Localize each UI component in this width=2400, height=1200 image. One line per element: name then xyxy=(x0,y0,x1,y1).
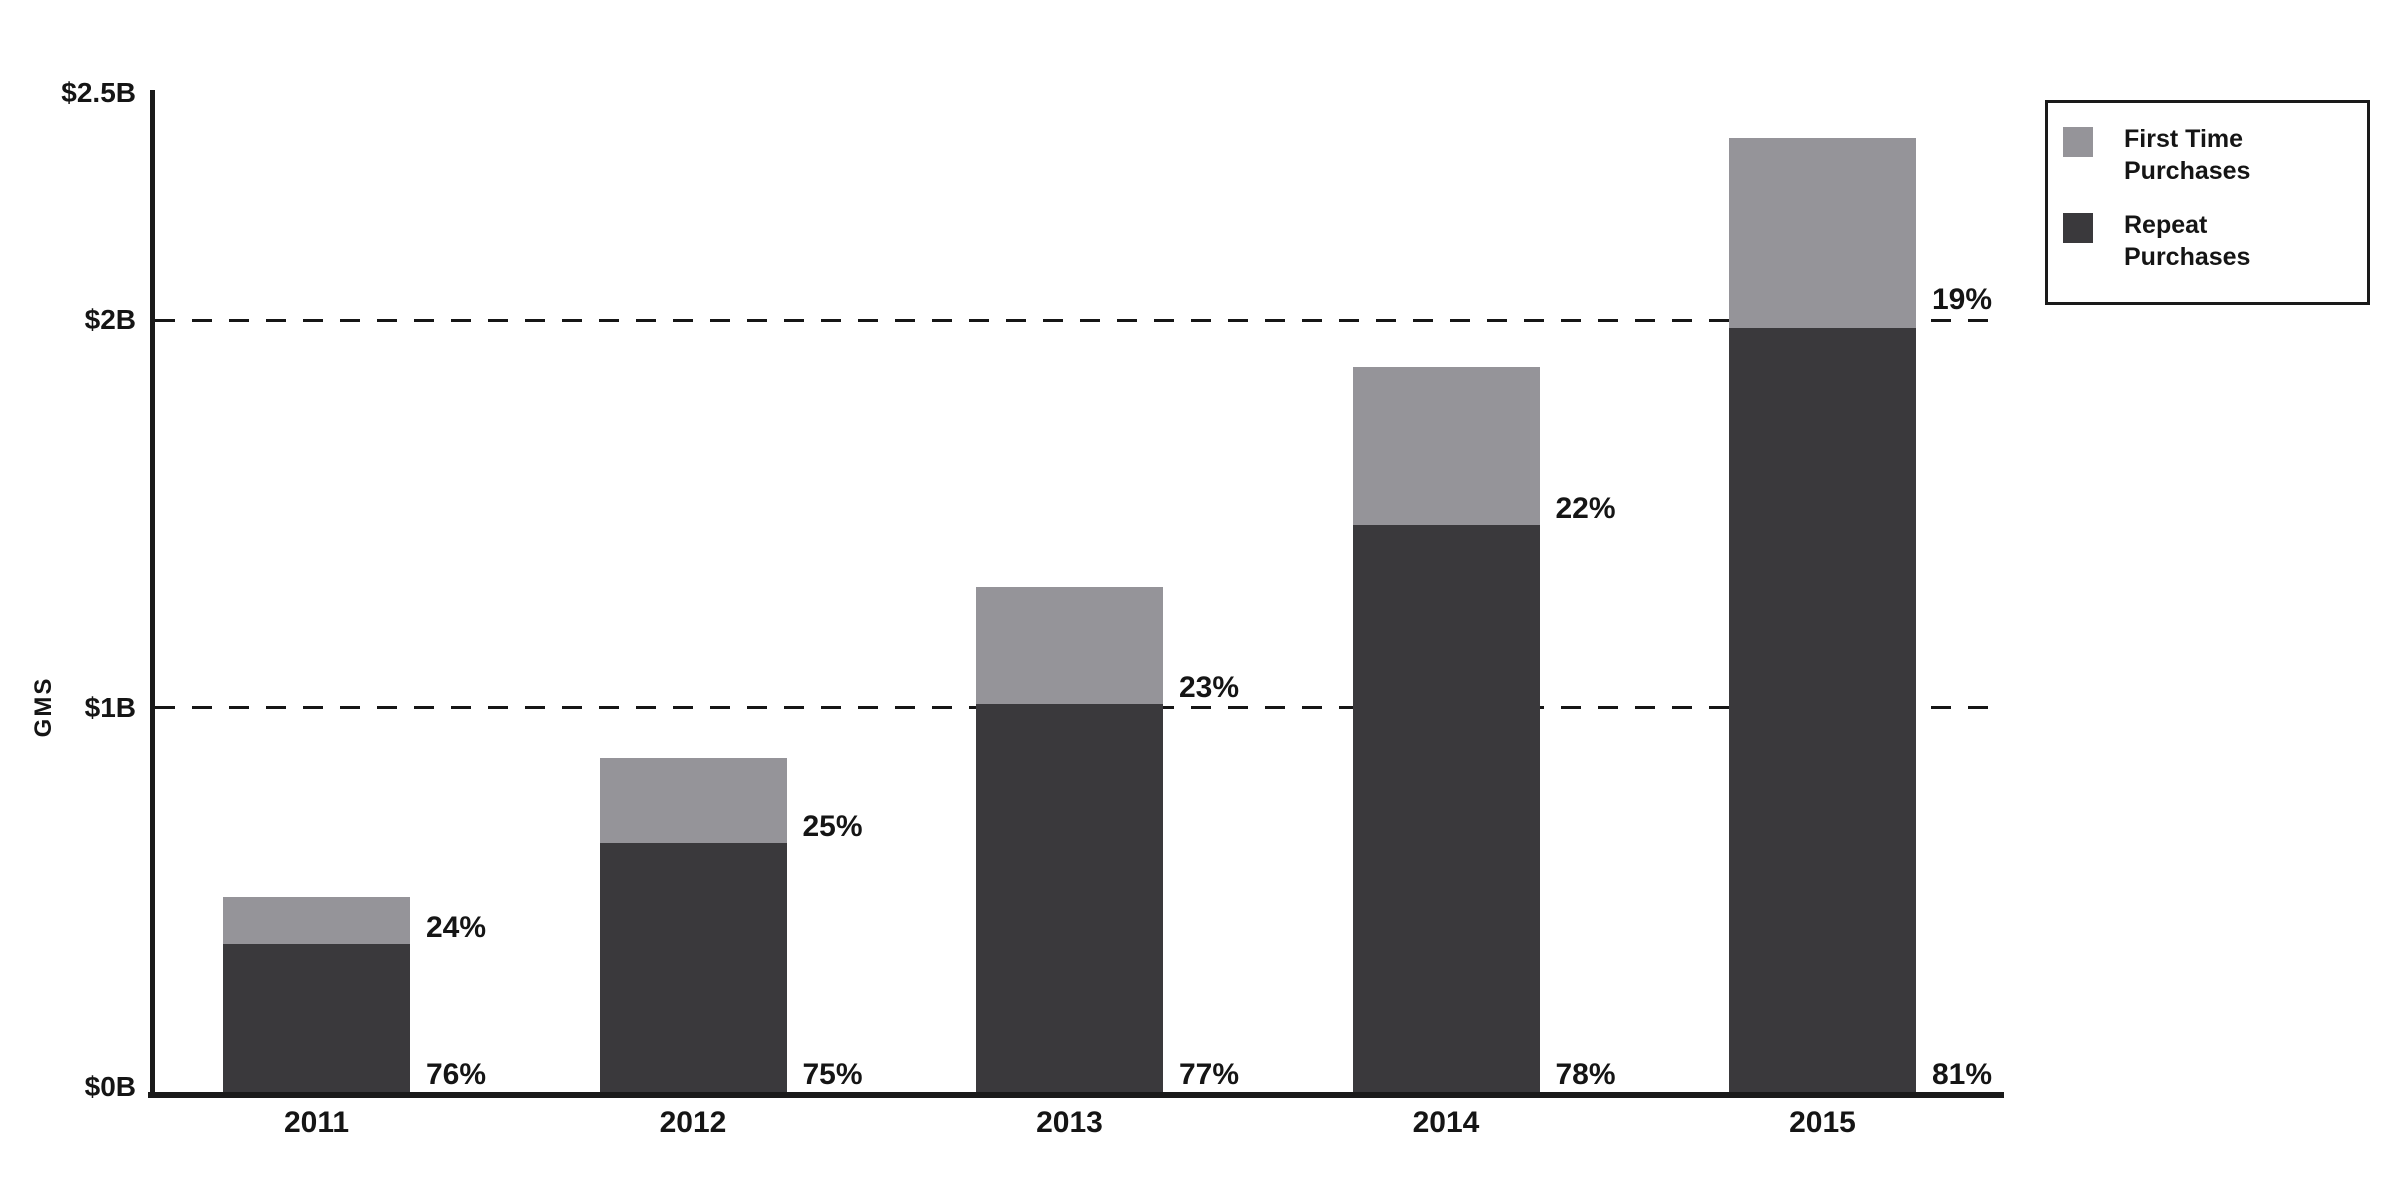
first-time-pct-label-2012: 25% xyxy=(802,810,863,844)
first-time-pct-label-2015: 19% xyxy=(1932,283,1993,316)
repeat-pct-label-2014: 78% xyxy=(1555,1058,1616,1091)
y-tick-2.5B: $2.5B xyxy=(61,77,136,108)
y-tick-2B: $2B xyxy=(84,304,136,335)
y-tick-1B: $1B xyxy=(84,691,136,723)
legend-item-repeat: Repeat Purchases xyxy=(2063,211,2357,273)
repeat-purchases-segment-2012 xyxy=(599,843,787,1095)
legend-label-first-time: First Time Purchases xyxy=(2124,125,2251,185)
legend-item-first-time: First Time Purchases xyxy=(2063,125,2357,187)
legend-label-repeat: Repeat Purchases xyxy=(2124,211,2251,271)
first-time-purchases-segment-2012 xyxy=(599,757,787,844)
x-tick-2013: 2013 xyxy=(1036,1106,1103,1139)
first-time-purchases-segment-2013 xyxy=(976,587,1163,704)
x-tick-2012: 2012 xyxy=(659,1106,727,1139)
x-tick-2011: 2011 xyxy=(283,1106,350,1139)
first-time-pct-label-2013: 23% xyxy=(1179,670,1240,704)
first-time-pct-label-2014: 22% xyxy=(1555,492,1616,526)
y-tick-0B: $0B xyxy=(84,1071,136,1102)
repeat-purchases-segment-2013 xyxy=(976,703,1163,1095)
first-time-purchases-segment-2011 xyxy=(223,897,410,944)
repeat-purchases-segment-2014 xyxy=(1352,525,1540,1095)
first-time-purchases-swatch xyxy=(2063,127,2093,157)
x-axis-line xyxy=(148,1092,2004,1098)
gridline-2B xyxy=(155,318,2002,322)
y-axis-line xyxy=(150,90,155,1097)
x-tick-2015: 2015 xyxy=(1789,1106,1856,1139)
repeat-purchases-swatch xyxy=(2063,213,2093,243)
first-time-pct-label-2011: 24% xyxy=(426,910,487,944)
repeat-purchases-segment-2011 xyxy=(223,943,410,1095)
repeat-pct-label-2012: 75% xyxy=(802,1058,863,1091)
first-time-purchases-segment-2015 xyxy=(1729,137,1916,328)
legend: First Time Purchases Repeat Purchases xyxy=(2045,100,2370,305)
x-tick-2014: 2014 xyxy=(1412,1106,1480,1139)
repeat-pct-label-2015: 81% xyxy=(1932,1058,1993,1091)
first-time-purchases-segment-2014 xyxy=(1352,366,1540,526)
repeat-pct-label-2013: 77% xyxy=(1179,1058,1240,1091)
repeat-purchases-segment-2015 xyxy=(1729,327,1916,1095)
repeat-pct-label-2011: 76% xyxy=(426,1058,487,1091)
